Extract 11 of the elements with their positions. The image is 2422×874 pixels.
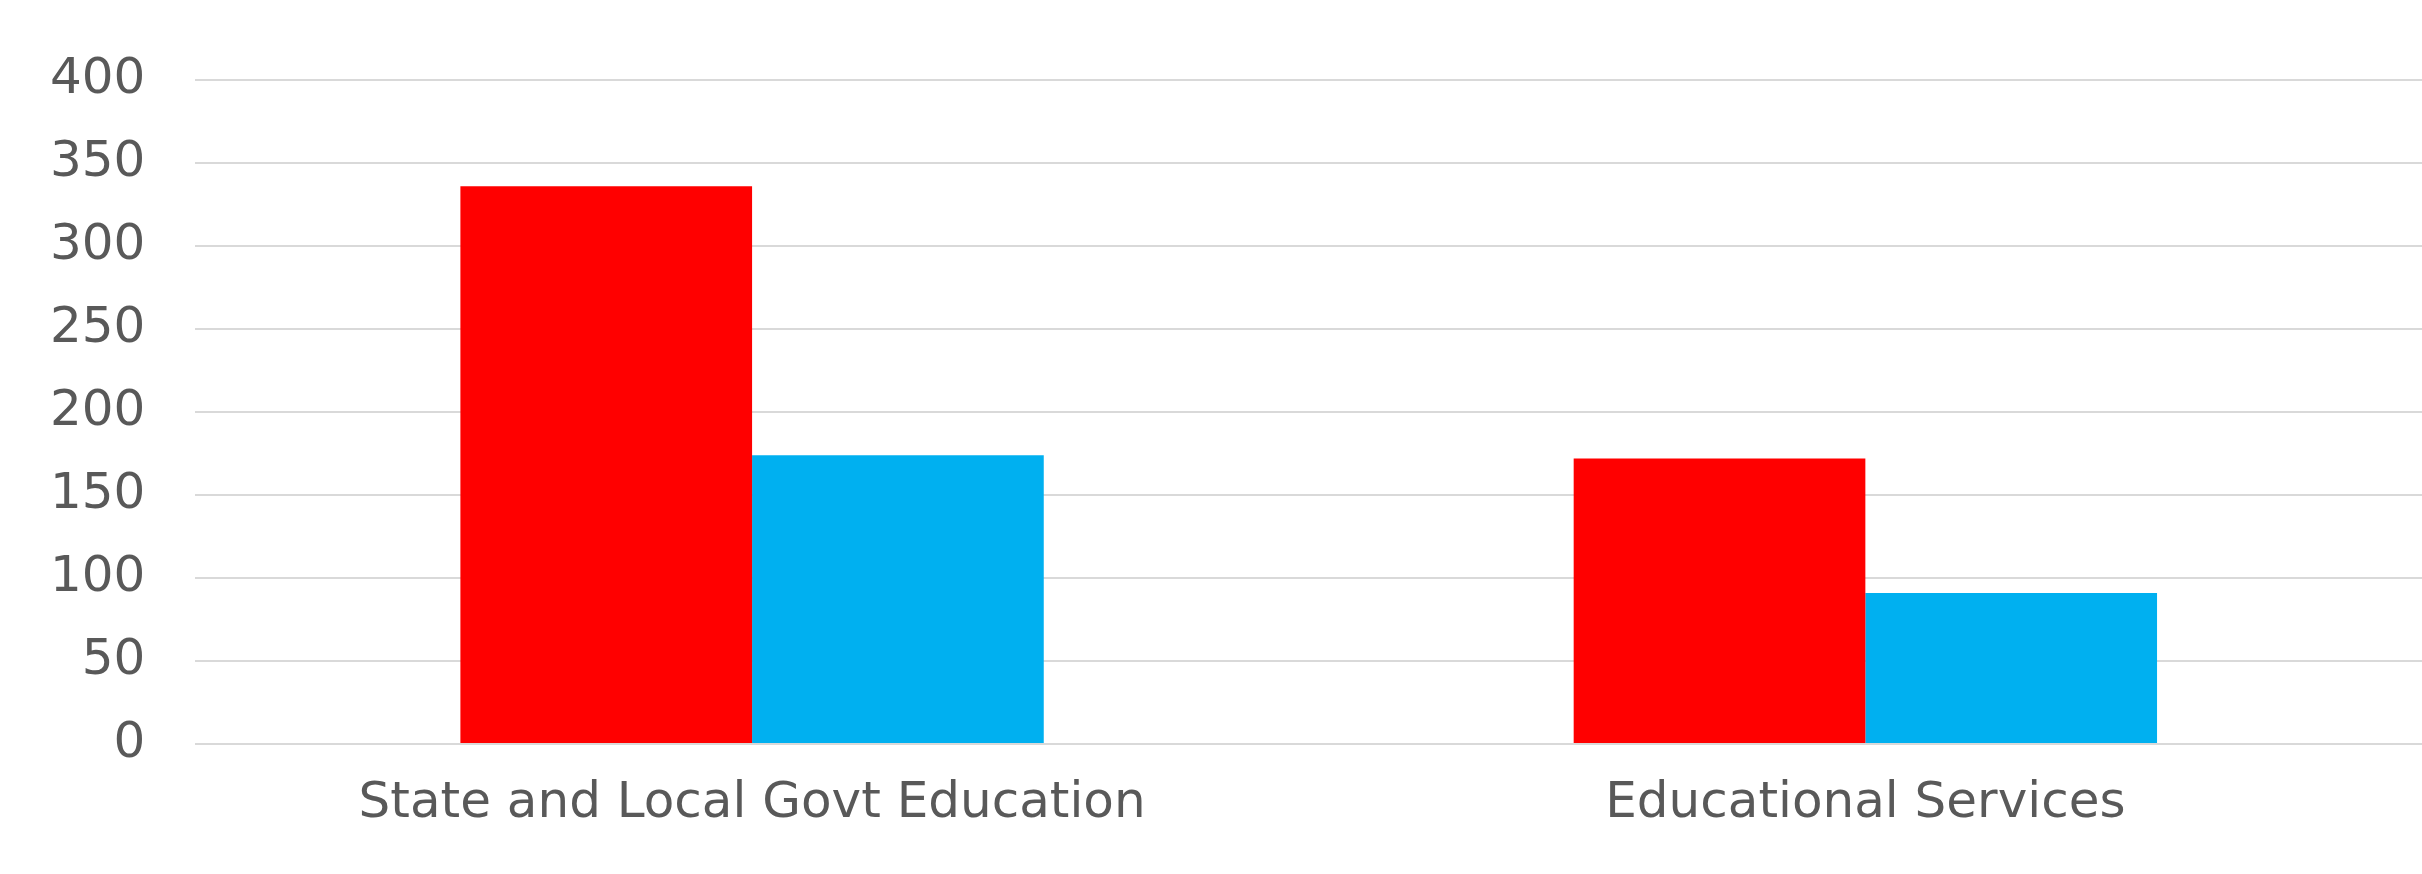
x-tick-label: Educational Services: [1605, 770, 2126, 829]
x-tick-label: State and Local Govt Education: [358, 770, 1146, 829]
y-tick-label: 300: [50, 212, 146, 271]
y-tick-label: 200: [50, 378, 146, 437]
y-tick-label: 50: [81, 627, 146, 686]
y-tick-label: 100: [50, 544, 146, 603]
y-tick-label: 350: [50, 129, 146, 188]
y-tick-label: 250: [50, 295, 146, 354]
y-tick-label: 150: [50, 461, 146, 520]
y-tick-label: 0: [113, 710, 146, 769]
y-tick-label: 400: [50, 46, 146, 105]
